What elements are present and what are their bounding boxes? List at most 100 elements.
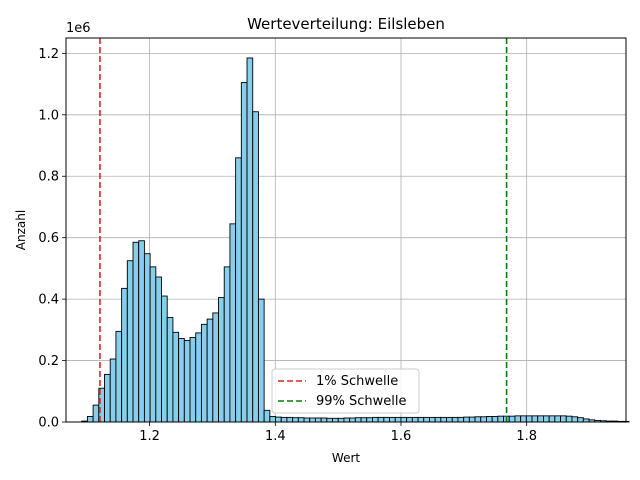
x-tick-label: 1.4 — [265, 429, 286, 444]
histogram-bar — [497, 415, 505, 423]
histogram-bar — [189, 337, 197, 423]
histogram-bar — [178, 337, 185, 423]
histogram-bar — [463, 416, 470, 423]
histogram-bar — [446, 416, 453, 423]
histogram-bar — [246, 57, 254, 423]
histogram-bar — [92, 404, 100, 423]
histogram-bar — [257, 298, 265, 423]
threshold-lines — [99, 38, 508, 422]
histogram-bar — [109, 358, 117, 423]
histogram-bar — [474, 416, 482, 423]
histogram-bar — [389, 416, 396, 423]
histogram-bar — [240, 82, 248, 423]
histogram-bar — [195, 332, 202, 423]
histogram-bars — [81, 57, 630, 423]
y-tick-label: 0.0 — [38, 416, 59, 431]
histogram-bar — [537, 415, 544, 423]
histogram-bar — [366, 417, 373, 423]
histogram-bar — [235, 157, 242, 423]
histogram-bar — [434, 416, 442, 423]
legend-label-1: 1% Schwelle — [316, 374, 398, 389]
histogram-bar — [303, 417, 311, 423]
histogram-bar — [520, 415, 527, 423]
plot-frame — [65, 37, 627, 423]
histogram-bar — [229, 223, 237, 423]
y-axis-ticks: 0.0 0.2 0.4 0.6 0.8 1.0 1.2 — [38, 47, 66, 431]
histogram-bar — [155, 276, 162, 423]
histogram-bar — [332, 417, 339, 423]
histogram-bar — [183, 340, 191, 423]
histogram-bar — [565, 415, 573, 423]
histogram-bar — [206, 318, 214, 423]
histogram-bar — [223, 266, 231, 423]
legend: 1% Schwelle 99% Schwelle — [271, 368, 420, 414]
histogram-bar — [548, 415, 556, 423]
y-tick-label: 0.8 — [38, 170, 59, 185]
histogram-bar — [468, 416, 476, 423]
histogram-bar — [115, 330, 123, 423]
histogram-bar — [337, 417, 345, 423]
histogram-bar — [143, 253, 151, 423]
histogram-bar — [525, 415, 533, 423]
histogram-bar — [480, 416, 487, 423]
x-tick-label: 1.6 — [391, 429, 412, 444]
histogram-bar — [280, 416, 288, 423]
legend-box — [271, 368, 420, 414]
histogram-bar — [297, 417, 305, 423]
histogram-bar — [309, 417, 316, 423]
histogram-bar — [554, 415, 562, 423]
histogram-bar — [457, 416, 465, 423]
histogram-bar — [451, 416, 459, 423]
histogram-bar — [406, 416, 413, 423]
histogram-bar — [360, 417, 368, 423]
histogram-bar — [491, 416, 499, 423]
histogram-bar — [560, 415, 567, 423]
grid-lines — [66, 38, 626, 423]
histogram-bar — [292, 417, 299, 423]
histogram-bar — [172, 331, 180, 423]
histogram-bar — [275, 416, 282, 423]
histogram-bar — [440, 416, 447, 423]
histogram-bar — [411, 416, 419, 423]
y-scale-label: 1e6 — [66, 21, 91, 36]
x-axis-label: Wert — [332, 451, 360, 465]
x-axis-ticks: 1.2 1.4 1.6 1.8 — [139, 422, 537, 444]
histogram-bar — [326, 417, 333, 423]
histogram-bar — [138, 240, 145, 423]
histogram-bar — [269, 416, 276, 423]
histogram-bar — [218, 297, 225, 423]
histogram-bar — [161, 295, 168, 423]
histogram-bar — [149, 266, 157, 423]
x-tick-label: 1.2 — [139, 429, 160, 444]
histogram-bar — [126, 260, 134, 423]
histogram-bar — [320, 417, 328, 423]
histogram-bar — [200, 323, 208, 423]
histogram-bar — [428, 416, 436, 423]
histogram-bar — [354, 417, 362, 423]
histogram-bar — [104, 373, 111, 423]
y-tick-label: 0.4 — [38, 293, 59, 308]
histogram-bar — [543, 415, 550, 423]
y-tick-label: 0.6 — [38, 231, 59, 246]
histogram-bar — [531, 415, 539, 423]
histogram-bar — [371, 416, 379, 423]
histogram-bar — [314, 417, 322, 423]
histogram-bar — [121, 287, 128, 423]
histogram-bar — [383, 416, 390, 423]
y-tick-label: 0.2 — [38, 354, 59, 369]
histogram-bar — [343, 417, 351, 423]
histogram-bar — [394, 416, 402, 423]
chart-title: Werteverteilung: Eilsleben — [247, 15, 445, 33]
histogram-bar — [417, 416, 425, 423]
histogram-bar — [132, 241, 140, 423]
histogram-bar — [571, 416, 579, 423]
histogram-bar — [286, 416, 294, 423]
histogram-bar — [508, 415, 516, 423]
legend-label-2: 99% Schwelle — [316, 394, 407, 409]
histogram-bar — [252, 111, 259, 423]
histogram-bar — [166, 317, 174, 423]
histogram-bar — [263, 409, 271, 423]
y-tick-label: 1.0 — [38, 108, 59, 123]
histogram-bar — [349, 417, 356, 423]
histogram-bar — [514, 415, 522, 423]
